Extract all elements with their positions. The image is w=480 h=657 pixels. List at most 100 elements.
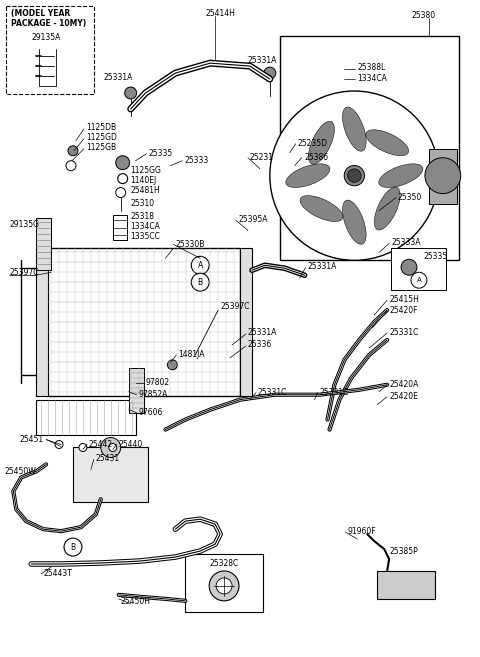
Bar: [185, 554, 263, 612]
Circle shape: [411, 272, 427, 288]
Text: 25420A: 25420A: [389, 380, 419, 389]
Ellipse shape: [343, 200, 366, 244]
Text: 25336: 25336: [248, 340, 272, 349]
Text: 25235D: 25235D: [298, 139, 328, 148]
Circle shape: [192, 273, 209, 291]
Text: 25335: 25335: [424, 252, 448, 261]
Text: 25331A: 25331A: [248, 328, 277, 337]
Circle shape: [118, 173, 128, 183]
Ellipse shape: [286, 164, 330, 187]
Circle shape: [68, 146, 78, 156]
Text: 25331C: 25331C: [389, 328, 419, 337]
Text: 25395A: 25395A: [238, 215, 267, 225]
Text: (MODEL YEAR: (MODEL YEAR: [12, 9, 71, 18]
Ellipse shape: [300, 196, 343, 221]
Text: 25414H: 25414H: [205, 9, 235, 18]
Text: 25380: 25380: [411, 11, 435, 20]
Circle shape: [425, 158, 461, 194]
Text: 25442: 25442: [89, 440, 113, 449]
Text: B: B: [71, 543, 75, 552]
Bar: [36, 219, 51, 270]
Ellipse shape: [366, 130, 408, 156]
Circle shape: [209, 571, 239, 601]
Circle shape: [168, 360, 178, 370]
Bar: [391, 248, 446, 290]
Circle shape: [401, 260, 417, 275]
Text: 25431: 25431: [96, 455, 120, 463]
Text: 25451: 25451: [19, 434, 43, 443]
Text: 25333: 25333: [184, 156, 209, 165]
Bar: [129, 368, 144, 413]
Text: 97852A: 97852A: [139, 390, 168, 399]
Text: 25331C: 25331C: [258, 388, 287, 397]
Circle shape: [55, 441, 63, 449]
Text: 1125GB: 1125GB: [86, 143, 116, 152]
Text: 25443T: 25443T: [43, 569, 72, 578]
Text: 25388L: 25388L: [357, 63, 385, 72]
Circle shape: [116, 156, 130, 170]
Bar: [46, 248, 240, 396]
Text: A: A: [198, 261, 203, 270]
Text: 25386: 25386: [305, 152, 329, 162]
Text: 25335: 25335: [148, 148, 173, 158]
Circle shape: [125, 87, 137, 99]
Text: 25481H: 25481H: [131, 186, 160, 194]
Text: 97802: 97802: [145, 378, 169, 387]
Text: 25333A: 25333A: [391, 238, 420, 248]
Circle shape: [216, 578, 232, 594]
Circle shape: [264, 67, 276, 79]
Text: 25385P: 25385P: [389, 547, 418, 556]
Bar: [73, 447, 147, 502]
Text: 1125DB: 1125DB: [86, 123, 116, 132]
Circle shape: [344, 166, 364, 186]
Text: 25330B: 25330B: [175, 240, 205, 250]
Circle shape: [348, 169, 361, 183]
Bar: [36, 248, 48, 396]
Text: 25420E: 25420E: [389, 392, 418, 401]
Bar: [377, 571, 435, 599]
Ellipse shape: [343, 107, 366, 151]
Text: 25331A: 25331A: [248, 56, 277, 65]
Text: 25331A: 25331A: [104, 73, 133, 82]
Text: B: B: [198, 278, 203, 286]
Text: 1125GG: 1125GG: [131, 166, 161, 175]
Ellipse shape: [379, 164, 423, 187]
Text: 25397C: 25397C: [9, 268, 39, 277]
Text: 25450W: 25450W: [4, 467, 36, 476]
Text: 1140EJ: 1140EJ: [131, 175, 157, 185]
Circle shape: [270, 91, 439, 260]
Text: A: A: [417, 277, 421, 283]
Bar: [240, 248, 252, 396]
Text: 25231: 25231: [250, 152, 274, 162]
Text: 25450H: 25450H: [120, 597, 151, 606]
Text: 1481JA: 1481JA: [179, 350, 205, 359]
Text: 1334CA: 1334CA: [357, 74, 387, 83]
Text: 25350: 25350: [397, 193, 421, 202]
Circle shape: [109, 443, 117, 451]
Text: 25331C: 25331C: [320, 388, 349, 397]
Circle shape: [79, 443, 87, 451]
Text: 91960F: 91960F: [348, 527, 376, 536]
Bar: [429, 148, 457, 204]
Text: 25420F: 25420F: [389, 306, 418, 315]
Text: 25331A: 25331A: [308, 262, 337, 271]
Text: 29135A: 29135A: [31, 34, 60, 42]
Text: 1125GD: 1125GD: [86, 133, 117, 142]
Text: 29135G: 29135G: [9, 221, 39, 229]
Circle shape: [116, 188, 126, 198]
Text: 25310: 25310: [131, 198, 155, 208]
Circle shape: [101, 438, 120, 457]
Circle shape: [192, 256, 209, 274]
Bar: [113, 215, 127, 240]
Circle shape: [64, 538, 82, 556]
Bar: [280, 36, 459, 260]
Text: PACKAGE - 10MY): PACKAGE - 10MY): [12, 19, 86, 28]
Text: 25415H: 25415H: [389, 295, 419, 304]
Text: 1334CA: 1334CA: [131, 223, 160, 231]
Circle shape: [66, 161, 76, 171]
Ellipse shape: [309, 122, 335, 164]
Ellipse shape: [374, 187, 400, 230]
Text: 25440: 25440: [119, 440, 143, 449]
Bar: [6, 7, 94, 94]
Text: 1335CC: 1335CC: [131, 233, 160, 241]
